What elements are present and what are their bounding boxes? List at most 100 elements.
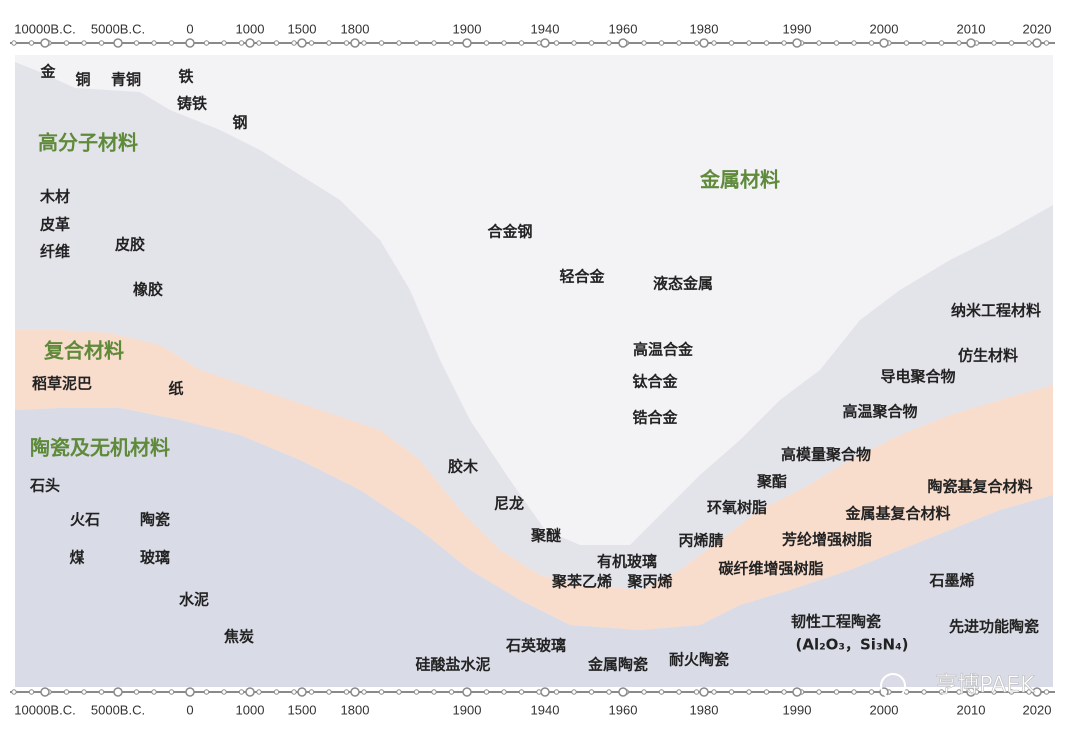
timeline-dot: [343, 689, 350, 695]
material-label: 陶瓷基复合材料: [927, 478, 1032, 496]
timeline-label: 1000: [236, 702, 265, 717]
timeline-label: 1500: [288, 702, 317, 717]
material-label: 聚醚: [530, 527, 561, 545]
timeline-dot: [991, 40, 997, 46]
timeline-tick: [966, 687, 976, 697]
timeline-dot: [711, 689, 717, 695]
timeline-dot: [746, 689, 752, 695]
material-label: 皮革: [40, 216, 70, 234]
timeline-dot: [81, 689, 87, 695]
timeline-dot: [238, 40, 245, 46]
timeline-dot: [921, 689, 927, 695]
ceramic-area: [15, 408, 1053, 687]
timeline-dot: [151, 689, 157, 695]
timeline-dot: [658, 689, 665, 695]
timeline-dot: [833, 40, 840, 46]
timeline-dot: [11, 689, 17, 695]
polymer-area: [15, 62, 1053, 590]
material-label: 钢: [232, 114, 247, 132]
timeline-dot: [501, 689, 507, 695]
material-label: (Al₂O₃，Si₃N₄): [796, 636, 909, 654]
timeline-label: 1500: [288, 21, 317, 36]
timeline-tick: [618, 687, 628, 697]
timeline-dot: [938, 40, 945, 46]
timeline-dot: [1026, 689, 1032, 695]
timeline-dot: [868, 689, 875, 695]
material-label: 铁: [178, 68, 193, 86]
material-label: 环氧树脂: [707, 499, 767, 517]
timeline-dot: [676, 40, 682, 46]
material-label: 胶木: [448, 458, 479, 476]
timeline-tick: [879, 38, 889, 48]
timeline-dot: [396, 40, 402, 46]
timeline-dot: [308, 689, 315, 695]
timeline-tick: [540, 38, 550, 48]
timeline-label: 2010: [957, 21, 986, 36]
timeline-label: 1800: [341, 702, 370, 717]
timeline-label: 5000B.C.: [91, 21, 145, 36]
timeline-tick: [297, 38, 307, 48]
material-label: 聚丙烯: [626, 573, 672, 591]
material-label: 韧性工程陶瓷: [791, 613, 881, 631]
region-label: 高分子材料: [38, 131, 138, 155]
material-label: 高温聚合物: [842, 403, 917, 421]
timeline-tick: [462, 38, 472, 48]
composite-area: [15, 330, 1053, 630]
timeline-dot: [256, 40, 262, 46]
timeline-dot: [921, 40, 927, 46]
timeline-label: 1980: [690, 702, 719, 717]
timeline-label: 1000: [236, 21, 265, 36]
timeline-dot: [133, 689, 140, 695]
material-label: 导电聚合物: [880, 368, 955, 386]
timeline-dot: [326, 40, 332, 46]
timeline-dot: [273, 40, 280, 46]
timeline-dot: [956, 689, 962, 695]
timeline-dot: [571, 40, 577, 46]
material-label: 水泥: [179, 591, 209, 609]
timeline-dot: [448, 40, 455, 46]
material-label: 尼龙: [494, 495, 524, 513]
timeline-dot: [781, 689, 787, 695]
timeline-dot: [238, 689, 245, 695]
timeline-dot: [168, 689, 175, 695]
material-label: 轻合金: [559, 268, 605, 286]
timeline-dot: [343, 40, 350, 46]
timeline-tick: [40, 687, 50, 697]
timeline-label: 1940: [531, 21, 560, 36]
timeline-dot: [868, 40, 875, 46]
timeline-dot: [816, 40, 822, 46]
timeline-tick: [1032, 38, 1042, 48]
timeline-dot: [413, 689, 420, 695]
material-label: 锆合金: [632, 409, 678, 427]
timeline-dot: [518, 40, 525, 46]
timeline-tick: [1032, 687, 1042, 697]
material-label: 高模量聚合物: [781, 446, 871, 464]
timeline-dot: [553, 689, 560, 695]
timeline-tick: [699, 687, 709, 697]
timeline-label: 1990: [783, 21, 812, 36]
timeline-dot: [361, 689, 367, 695]
material-label: 有机玻璃: [597, 553, 657, 571]
timeline-dot: [378, 40, 385, 46]
timeline-label: 1900: [453, 21, 482, 36]
timeline-dot: [448, 689, 455, 695]
timeline-dot: [413, 40, 420, 46]
material-label: 玻璃: [140, 549, 170, 567]
material-label: 仿生材料: [958, 347, 1018, 365]
timeline-tick: [297, 687, 307, 697]
timeline-label: 1980: [690, 21, 719, 36]
timeline-dot: [571, 689, 577, 695]
timeline-dot: [588, 40, 595, 46]
timeline-tick: [462, 687, 472, 697]
timeline-dot: [98, 40, 105, 46]
timeline-label: 2000: [870, 702, 899, 717]
timeline-dot: [641, 40, 647, 46]
timeline-dot: [553, 40, 560, 46]
timeline-dot: [81, 40, 87, 46]
timeline-dot: [203, 689, 210, 695]
timeline-dot: [728, 689, 735, 695]
timeline-dot: [728, 40, 735, 46]
timeline-dot: [256, 689, 262, 695]
